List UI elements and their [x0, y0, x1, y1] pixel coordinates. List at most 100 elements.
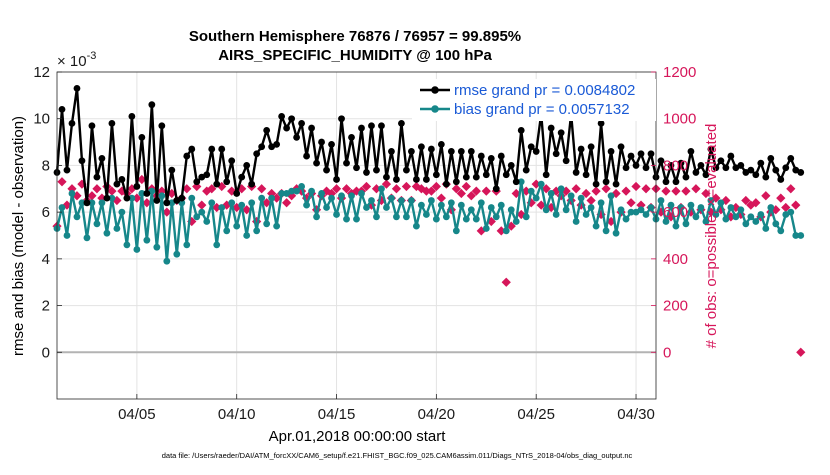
bias-point [343, 215, 350, 223]
bias-point [328, 194, 335, 202]
bias-point [517, 178, 525, 186]
rmse-point [527, 143, 535, 151]
rmse-point [158, 122, 166, 130]
rmse-point [218, 145, 226, 153]
rmse-point [193, 178, 201, 186]
rmse-point [68, 119, 76, 127]
obs-marker [586, 195, 596, 206]
rmse-point [727, 152, 735, 160]
obs-marker [92, 184, 102, 194]
bias-point [143, 236, 151, 244]
obs-marker [112, 195, 122, 206]
bias-point [497, 201, 505, 209]
rmse-point [577, 145, 585, 153]
obs-marker [771, 205, 781, 215]
y-right-tick-label: 600 [663, 204, 688, 221]
rmse-point [647, 150, 655, 158]
bias-point [318, 190, 325, 197]
bias-point [253, 227, 261, 235]
bias-point [477, 199, 485, 207]
obs-marker [776, 193, 786, 203]
y-right-tick-label: 400 [663, 251, 688, 268]
rmse-point [233, 190, 241, 197]
rmse-point [243, 162, 251, 169]
x-tick-label: 04/15 [318, 406, 356, 423]
bias-point [472, 215, 480, 223]
rmse-point [208, 145, 216, 153]
bias-point [637, 206, 645, 214]
rmse-point [477, 152, 485, 160]
bias-point [238, 201, 246, 209]
rmse-point [163, 199, 171, 207]
bias-point [582, 211, 590, 218]
bias-point [213, 241, 221, 249]
chart-title-line1: Southern Hemisphere 76876 / 76957 = 99.8… [189, 28, 521, 45]
rmse-point [368, 122, 375, 130]
rmse-point [143, 190, 151, 197]
rmse-point [153, 197, 161, 204]
rmse-point [348, 134, 355, 141]
x-tick-label: 04/25 [517, 406, 555, 423]
bias-point [153, 243, 161, 251]
obs-marker [661, 186, 671, 196]
obs-marker [751, 198, 761, 208]
rmse-point [238, 173, 246, 181]
rmse-point [492, 185, 500, 193]
bias-point [263, 220, 271, 228]
bias-point [128, 194, 136, 202]
rmse-point [747, 166, 755, 174]
bias-point [667, 201, 675, 209]
rmse-point [707, 145, 715, 153]
rmse-point [403, 166, 410, 174]
bias-point [333, 211, 340, 218]
bias-point [587, 204, 595, 211]
obs-marker [107, 186, 117, 196]
bias-point [657, 197, 665, 204]
rmse-point [263, 126, 271, 134]
bias-point [113, 225, 121, 232]
y-axis-left-label: rmse and bias (model - observation) [10, 116, 27, 356]
exponent-power: -3 [87, 50, 97, 62]
bias-point [557, 185, 565, 193]
rmse-point [393, 176, 400, 183]
rmse-point [283, 124, 291, 132]
rmse-point [138, 134, 146, 141]
legend-bias-marker [431, 105, 439, 113]
rmse-point [447, 148, 455, 155]
bias-point [762, 225, 770, 232]
legend-box [412, 79, 656, 121]
bias-point [452, 227, 460, 235]
y-axis-right-label: # of obs: o=possible; ×=evaluated [703, 124, 720, 349]
rmse-point [602, 178, 610, 186]
bias-point [767, 204, 775, 211]
bias-point [712, 211, 720, 218]
rmse-point [582, 171, 590, 179]
rmse-point [547, 124, 555, 132]
bias-point [692, 213, 700, 221]
rmse-point [627, 152, 635, 160]
rmse-point [253, 150, 261, 158]
rmse-point [687, 148, 695, 155]
rmse-point [587, 143, 595, 151]
bias-point [607, 192, 615, 200]
bias-point [103, 229, 111, 237]
bias-point [502, 227, 510, 235]
bias-point [427, 197, 435, 204]
obs-marker [431, 181, 441, 192]
rmse-point [128, 112, 136, 120]
bias-point [722, 215, 730, 223]
bias-point [233, 222, 241, 230]
bias-point [98, 199, 106, 207]
rmse-point [118, 176, 126, 183]
obs-marker [451, 184, 461, 194]
rmse-point [797, 169, 805, 176]
bias-point [537, 180, 545, 188]
rmse-point [338, 115, 345, 123]
obs-marker [641, 184, 651, 194]
y-left-tick-label: 6 [42, 204, 50, 221]
rmse-point [682, 173, 690, 181]
rmse-point [78, 157, 86, 165]
bias-point [323, 204, 330, 211]
bias-point [203, 218, 211, 225]
rmse-point [248, 180, 256, 188]
